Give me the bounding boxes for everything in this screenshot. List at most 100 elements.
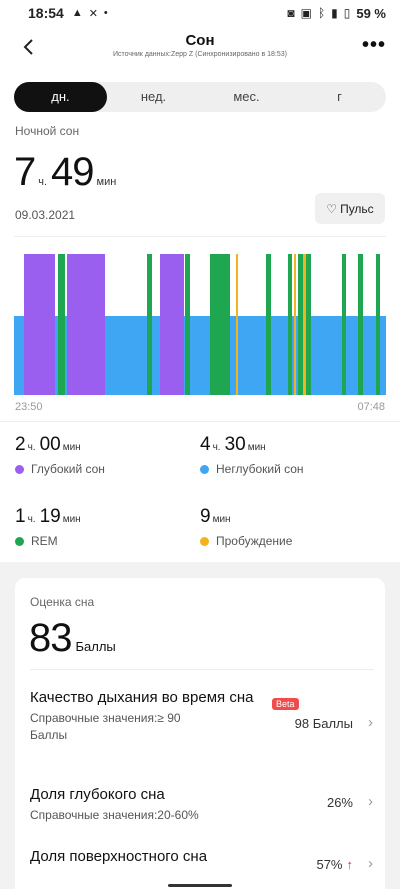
chevron-right-icon: › bbox=[368, 855, 373, 872]
row-title: Качество дыхания во время сна bbox=[30, 689, 254, 706]
sleep-segment-rem bbox=[306, 254, 311, 395]
period-tabs: дн. нед. мес. г bbox=[14, 82, 386, 112]
sleep-score-card: Оценка сна 83 Баллы Качество дыхания во … bbox=[15, 578, 385, 889]
chevron-right-icon: › bbox=[368, 714, 373, 731]
score-unit: Баллы bbox=[75, 639, 116, 654]
light-sleep-dot bbox=[200, 464, 209, 474]
stat-label: Неглубокий сон bbox=[216, 462, 304, 476]
sleep-segment-rem bbox=[298, 254, 303, 395]
sleep-segment-awake bbox=[303, 254, 306, 395]
hours-unit: ч. bbox=[38, 176, 48, 188]
sleep-segment-deep bbox=[67, 254, 105, 395]
notification-icon: ✕ bbox=[88, 7, 98, 20]
minutes-unit: мин bbox=[96, 176, 117, 188]
sleep-score: 83 Баллы bbox=[29, 616, 116, 661]
tab-year[interactable]: г bbox=[337, 89, 342, 104]
battery-icon: ▯ bbox=[343, 6, 351, 20]
sleep-segment-rem bbox=[266, 254, 271, 395]
nfc-icon: ▣ bbox=[300, 6, 312, 20]
stat-deep-sleep: 2 ч. 00 мин Глубокий сон bbox=[15, 434, 105, 476]
awake-dot bbox=[200, 536, 209, 546]
stat-awake: 9 мин Пробуждение bbox=[200, 506, 292, 548]
deep-sleep-share-row[interactable]: Доля глубокого сна Справочные значения:2… bbox=[30, 785, 375, 825]
chart-end-time: 07:48 bbox=[357, 401, 385, 413]
stat-hours: 2 bbox=[15, 434, 26, 455]
rem-dot bbox=[15, 536, 24, 546]
back-arrow-icon[interactable] bbox=[18, 36, 40, 58]
signal-icon: ▮ bbox=[331, 6, 338, 20]
stat-hours-unit: ч. bbox=[27, 442, 36, 453]
status-time: 18:54 bbox=[28, 5, 64, 21]
stat-minutes: 30 bbox=[224, 434, 246, 455]
row-reference: Справочные значения:≥ 90 Баллы bbox=[30, 711, 181, 742]
battery-percent: 59 % bbox=[356, 5, 386, 21]
sleep-segment-rem bbox=[210, 254, 230, 395]
sleep-segment-rem bbox=[58, 254, 65, 395]
row-value: 98 Баллы bbox=[294, 716, 353, 731]
sleep-segment-rem bbox=[185, 254, 190, 395]
sleep-segment-rem bbox=[376, 254, 380, 395]
sleep-segment-awake bbox=[294, 254, 296, 395]
pulse-button[interactable]: ♡ Пульс bbox=[315, 193, 385, 224]
sleep-segment-deep bbox=[160, 254, 184, 395]
beta-badge: Beta bbox=[272, 698, 299, 710]
chevron-right-icon: › bbox=[368, 793, 373, 810]
light-sleep-share-row[interactable]: Доля поверхностного сна 57% ↑ › bbox=[30, 847, 375, 887]
stat-minutes: 9 bbox=[200, 506, 211, 527]
score-value: 83 bbox=[29, 616, 72, 660]
sleep-date: 09.03.2021 bbox=[15, 208, 76, 222]
stat-minutes-unit: мин bbox=[62, 442, 81, 453]
status-icons-right: ◙ ▣ ᛒ ▮ ▯ 59 % bbox=[287, 6, 386, 21]
stat-light-sleep: 4 ч. 30 мин Неглубокий сон bbox=[200, 434, 304, 476]
bluetooth-icon: ᛒ bbox=[317, 6, 326, 20]
divider bbox=[0, 421, 400, 422]
stat-minutes: 00 bbox=[39, 434, 61, 455]
data-source-subtitle: Источник данных:Zepp Z (Синхронизировано… bbox=[112, 51, 287, 58]
header: Сон Источник данных:Zepp Z (Синхронизиро… bbox=[0, 28, 400, 68]
more-options-icon[interactable]: ••• bbox=[361, 34, 386, 56]
chart-gridline bbox=[14, 236, 386, 237]
gesture-bar[interactable] bbox=[168, 884, 232, 887]
tab-week[interactable]: нед. bbox=[140, 89, 167, 104]
sleep-segment-awake bbox=[236, 254, 238, 395]
night-sleep-label: Ночной сон bbox=[15, 124, 80, 138]
row-value: 57% bbox=[316, 857, 343, 872]
sleep-segment-rem bbox=[342, 254, 346, 395]
breathing-quality-row[interactable]: Качество дыхания во время сна Beta Справ… bbox=[30, 688, 375, 758]
row-reference: Справочные значения:20-60% bbox=[30, 808, 199, 822]
duration-minutes: 49 bbox=[51, 150, 94, 194]
stat-rem: 1 ч. 19 мин REM bbox=[15, 506, 85, 548]
row-title: Доля поверхностного сна bbox=[30, 848, 208, 865]
tab-month[interactable]: мес. bbox=[233, 89, 260, 104]
deep-sleep-dot bbox=[15, 464, 24, 474]
duration-hours: 7 bbox=[14, 150, 36, 194]
nav-icon: ▲ bbox=[71, 7, 83, 19]
sleep-segment-rem bbox=[147, 254, 152, 395]
divider bbox=[30, 669, 374, 670]
camera-icon: ◙ bbox=[287, 6, 295, 20]
chart-start-time: 23:50 bbox=[15, 401, 43, 413]
sleep-stage-chart[interactable] bbox=[14, 236, 386, 400]
stat-minutes-unit: мин bbox=[62, 514, 81, 525]
tab-day[interactable]: дн. bbox=[14, 82, 107, 112]
sleep-segment-rem bbox=[358, 254, 363, 395]
stat-label: REM bbox=[31, 534, 58, 548]
dot-icon: • bbox=[103, 7, 108, 19]
pulse-button-label: Пульс bbox=[340, 201, 374, 216]
row-title: Доля глубокого сна bbox=[30, 786, 165, 803]
status-icons-left: ▲ ✕ • bbox=[72, 7, 108, 20]
stat-hours: 4 bbox=[200, 434, 211, 455]
sleep-duration: 7 ч. 49 мин bbox=[14, 150, 120, 195]
stat-minutes-unit: мин bbox=[212, 514, 231, 525]
heart-pulse-icon: ♡ bbox=[326, 201, 338, 216]
stat-hours-unit: ч. bbox=[27, 514, 36, 525]
stat-hours: 1 bbox=[15, 506, 26, 527]
stat-label: Пробуждение bbox=[216, 534, 293, 548]
stat-minutes-unit: мин bbox=[247, 442, 266, 453]
stat-label: Глубокий сон bbox=[31, 462, 105, 476]
page-title: Сон bbox=[185, 32, 215, 49]
sleep-segment-deep bbox=[24, 254, 55, 395]
status-bar: 18:54 ▲ ✕ • ◙ ▣ ᛒ ▮ ▯ 59 % bbox=[0, 0, 400, 26]
arrow-up-icon: ↑ bbox=[346, 857, 354, 872]
row-value: 26% bbox=[326, 795, 353, 810]
